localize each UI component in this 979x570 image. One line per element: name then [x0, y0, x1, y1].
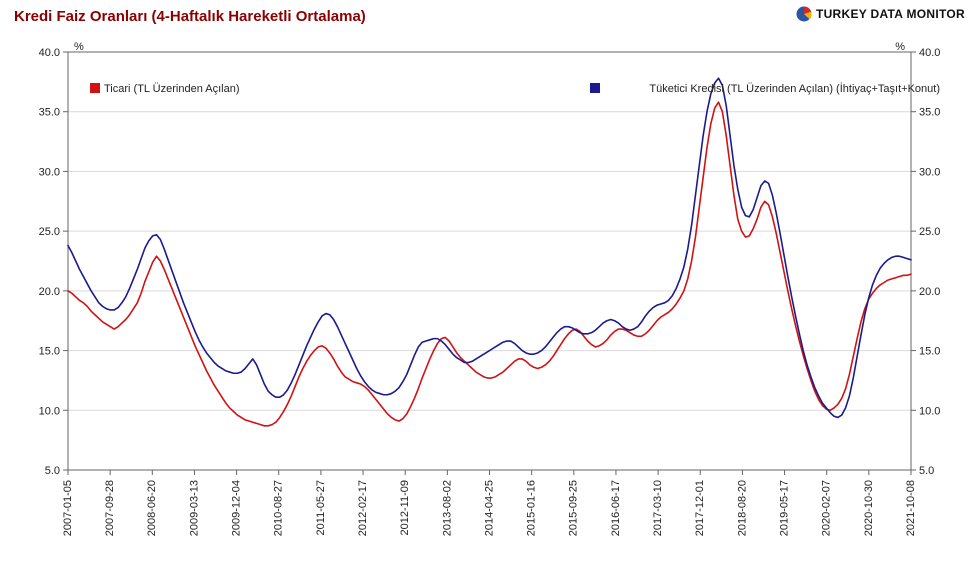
svg-text:Ticari (TL Üzerinden Açılan): Ticari (TL Üzerinden Açılan) [104, 83, 240, 95]
svg-text:35.0: 35.0 [39, 107, 60, 119]
svg-text:2007-09-28: 2007-09-28 [104, 480, 116, 536]
svg-text:25.0: 25.0 [919, 226, 940, 238]
svg-text:%: % [895, 41, 905, 53]
brand-block: TURKEY DATA MONITOR [796, 6, 965, 22]
svg-text:2015-09-25: 2015-09-25 [568, 480, 580, 536]
svg-text:5.0: 5.0 [919, 465, 934, 477]
svg-text:10.0: 10.0 [919, 405, 940, 417]
chart-title: Kredi Faiz Oranları (4-Haftalık Hareketl… [14, 8, 366, 25]
svg-text:2011-05-27: 2011-05-27 [315, 480, 327, 535]
svg-text:2015-01-16: 2015-01-16 [526, 480, 538, 536]
svg-text:2009-12-04: 2009-12-04 [231, 480, 243, 536]
svg-text:20.0: 20.0 [919, 286, 940, 298]
svg-text:20.0: 20.0 [39, 286, 60, 298]
svg-text:2019-05-17: 2019-05-17 [778, 480, 790, 536]
svg-text:30.0: 30.0 [39, 166, 60, 178]
svg-text:25.0: 25.0 [39, 226, 60, 238]
svg-text:30.0: 30.0 [919, 166, 940, 178]
svg-text:2020-10-30: 2020-10-30 [863, 480, 875, 536]
brand-label: TURKEY DATA MONITOR [816, 7, 965, 21]
svg-text:10.0: 10.0 [39, 405, 60, 417]
svg-text:2017-03-10: 2017-03-10 [652, 480, 664, 536]
svg-text:2013-08-02: 2013-08-02 [441, 480, 453, 536]
brand-logo-icon [796, 6, 812, 22]
svg-text:2007-01-05: 2007-01-05 [62, 480, 74, 536]
svg-text:2009-03-13: 2009-03-13 [188, 480, 200, 536]
svg-text:%: % [74, 41, 84, 53]
svg-text:2017-12-01: 2017-12-01 [694, 480, 706, 536]
svg-text:2012-11-09: 2012-11-09 [399, 480, 411, 535]
chart-area: 5.0 5.0 10.0 10.0 15.0 15.0 20.0 20.0 25.0 25.0 30… [0, 32, 979, 570]
svg-text:5.0: 5.0 [45, 465, 60, 477]
svg-text:2008-06-20: 2008-06-20 [146, 480, 158, 536]
svg-text:2016-06-17: 2016-06-17 [610, 480, 622, 536]
svg-text:2010-08-27: 2010-08-27 [273, 480, 285, 536]
svg-text:40.0: 40.0 [919, 47, 940, 59]
svg-text:2012-02-17: 2012-02-17 [357, 480, 369, 536]
svg-text:Tüketici Kredisi (TL Üzerinden: Tüketici Kredisi (TL Üzerinden Açılan) (… [649, 82, 940, 95]
svg-text:15.0: 15.0 [919, 346, 940, 358]
svg-text:2021-10-08: 2021-10-08 [905, 480, 917, 536]
svg-text:2014-04-25: 2014-04-25 [483, 480, 495, 536]
svg-text:2018-08-20: 2018-08-20 [736, 480, 748, 536]
svg-text:40.0: 40.0 [39, 47, 60, 59]
svg-text:35.0: 35.0 [919, 107, 940, 119]
svg-text:15.0: 15.0 [39, 346, 60, 358]
svg-text:2020-02-07: 2020-02-07 [821, 480, 833, 536]
